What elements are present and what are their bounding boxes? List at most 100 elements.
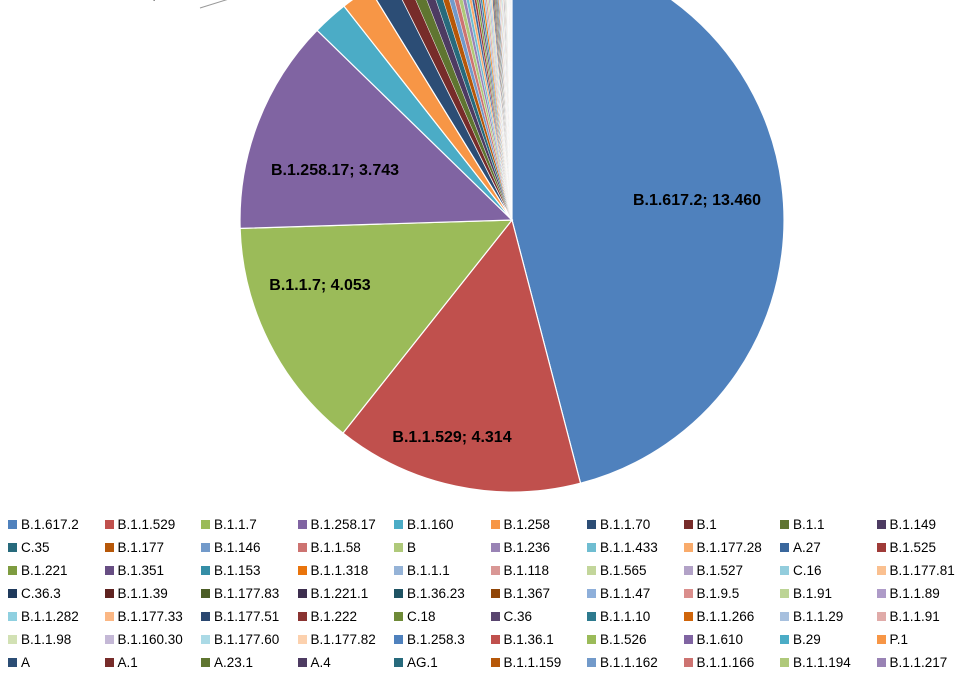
legend-label: B.1.1.39 xyxy=(117,585,168,601)
legend-entry: B.1.526 xyxy=(587,630,684,649)
legend-swatch xyxy=(780,565,789,575)
legend-entry: B.1.177.33 xyxy=(104,607,202,626)
data-label-b-1-258: B.1.258; 532 xyxy=(96,0,189,2)
data-label-b-1-1-529: B.1.1.529; 4.314 xyxy=(392,429,511,446)
legend-swatch xyxy=(201,542,210,552)
pie-slice-b-1-617-2 xyxy=(511,0,785,484)
pie-chart: B.1.617.2; 13.460 B.1.1.529; 4.314 B.1.1.7… xyxy=(96,0,785,493)
legend-swatch xyxy=(297,588,307,598)
legend-swatch xyxy=(780,611,789,621)
legend-swatch xyxy=(104,565,114,575)
legend-swatch xyxy=(490,634,500,644)
legend-label: A xyxy=(21,654,31,670)
legend-swatch xyxy=(104,657,114,667)
legend-label: B.1.221 xyxy=(21,562,68,578)
legend-label: B.1.177.51 xyxy=(214,608,280,624)
legend-entry: B.1.146 xyxy=(201,538,298,557)
pie-slice-a-27 xyxy=(471,0,513,221)
pie-slice-c-16 xyxy=(489,0,513,221)
legend-label: B.1.1.194 xyxy=(793,654,851,670)
legend-label: B.1.177.83 xyxy=(214,585,280,601)
legend-entry: B.1.177 xyxy=(104,538,202,557)
pie-slice-b-1-525 xyxy=(474,0,513,221)
legend-label: B.1.1.282 xyxy=(21,608,79,624)
legend-entry: C.16 xyxy=(780,561,877,580)
pie-slice-b-1 xyxy=(402,0,513,221)
legend-label: B.1.1 xyxy=(793,516,825,532)
pie-slice-b-1-177-82 xyxy=(508,0,513,221)
legend-entry: B.1.1.98 xyxy=(8,630,105,649)
legend-label: B.1.1.162 xyxy=(600,654,658,670)
pie-slice-b-1-177-83 xyxy=(494,0,513,221)
legend-entry: A.23.1 xyxy=(201,653,298,672)
legend-swatch xyxy=(683,565,693,575)
legend-swatch xyxy=(8,565,17,575)
legend-entry: B.1.36.1 xyxy=(490,630,588,649)
legend-label: B.1.1.58 xyxy=(310,539,361,555)
legend-swatch xyxy=(587,565,596,575)
legend-entry: B.1.9.5 xyxy=(683,584,781,603)
pie-slice-c-36-3 xyxy=(492,0,513,221)
legend-swatch xyxy=(394,611,403,621)
legend-swatch xyxy=(201,611,210,621)
legend-label: B.1.1.70 xyxy=(600,516,651,532)
legend-swatch xyxy=(587,588,596,598)
pie-labels: B.1.617.2; 13.460 B.1.1.529; 4.314 B.1.1.7… xyxy=(96,0,761,446)
pie-slice-b-1-149 xyxy=(426,0,513,221)
legend-entry: B.1.258 xyxy=(490,515,588,534)
legend-entry: B.1.177.60 xyxy=(201,630,298,649)
legend-label: P.1 xyxy=(889,631,909,647)
legend-label: B.1.36.23 xyxy=(407,585,465,601)
legend-entry: B.1.610 xyxy=(683,630,781,649)
legend-label: B.1.351 xyxy=(117,562,165,578)
legend-entry: B.1.177.51 xyxy=(201,607,298,626)
legend-label: B.1.610 xyxy=(696,631,744,647)
legend-entry: B.1.1.91 xyxy=(876,607,973,626)
legend-label: B.1.177 xyxy=(117,539,165,555)
legend-entry: B.1.565 xyxy=(587,561,684,580)
legend-entry: B.1.1.29 xyxy=(780,607,877,626)
legend-entry: B.1.258.3 xyxy=(394,630,491,649)
legend-swatch xyxy=(8,588,17,598)
legend-swatch xyxy=(104,588,114,598)
legend-entry: A.1 xyxy=(104,653,202,672)
legend-swatch xyxy=(8,657,17,667)
legend-label: B.1.1.29 xyxy=(793,608,844,624)
legend-entry: B.1.1.89 xyxy=(876,584,973,603)
legend-label: B.1.1.433 xyxy=(600,539,658,555)
legend-swatch xyxy=(8,519,17,529)
legend-swatch xyxy=(8,611,17,621)
legend-label: C.18 xyxy=(407,608,436,624)
legend-entry: B.1.36.23 xyxy=(394,584,491,603)
legend-entry: B.1.160 xyxy=(394,515,491,534)
legend-swatch xyxy=(8,634,17,644)
legend-entry: B.1.1.529 xyxy=(104,515,202,534)
legend-label: B.1.91 xyxy=(793,585,833,601)
legend-swatch xyxy=(201,657,210,667)
legend-swatch xyxy=(490,519,500,529)
legend-label: B.1.527 xyxy=(696,562,744,578)
legend-swatch xyxy=(490,588,500,598)
legend-swatch xyxy=(780,657,789,667)
legend-swatch xyxy=(297,611,307,621)
pie-slice-b-1-1-47 xyxy=(498,0,513,221)
legend-swatch xyxy=(394,634,403,644)
legend-swatch xyxy=(683,657,693,667)
legend-label: B.1.1.318 xyxy=(310,562,369,578)
legend-entry: B.1.1.10 xyxy=(587,607,684,626)
legend-entry: B.1.617.2 xyxy=(8,515,105,534)
data-label-b-1-1-7: B.1.1.7; 4.053 xyxy=(269,277,371,294)
legend-swatch xyxy=(201,565,210,575)
legend-label: B.1.222 xyxy=(310,608,358,624)
legend-label: B.1.1.98 xyxy=(21,631,72,647)
legend-label: A.1 xyxy=(117,654,138,670)
legend-label: A.4 xyxy=(310,654,331,670)
legend-swatch xyxy=(297,542,307,552)
legend-swatch xyxy=(683,634,693,644)
legend-entry: B.1.149 xyxy=(876,515,973,534)
pie-slice-b-1-36-23 xyxy=(496,0,513,221)
legend-swatch xyxy=(201,519,210,529)
legend-label: B.1.1.10 xyxy=(600,608,651,624)
legend-entry: B.1 xyxy=(683,515,781,534)
legend-swatch xyxy=(587,611,596,621)
